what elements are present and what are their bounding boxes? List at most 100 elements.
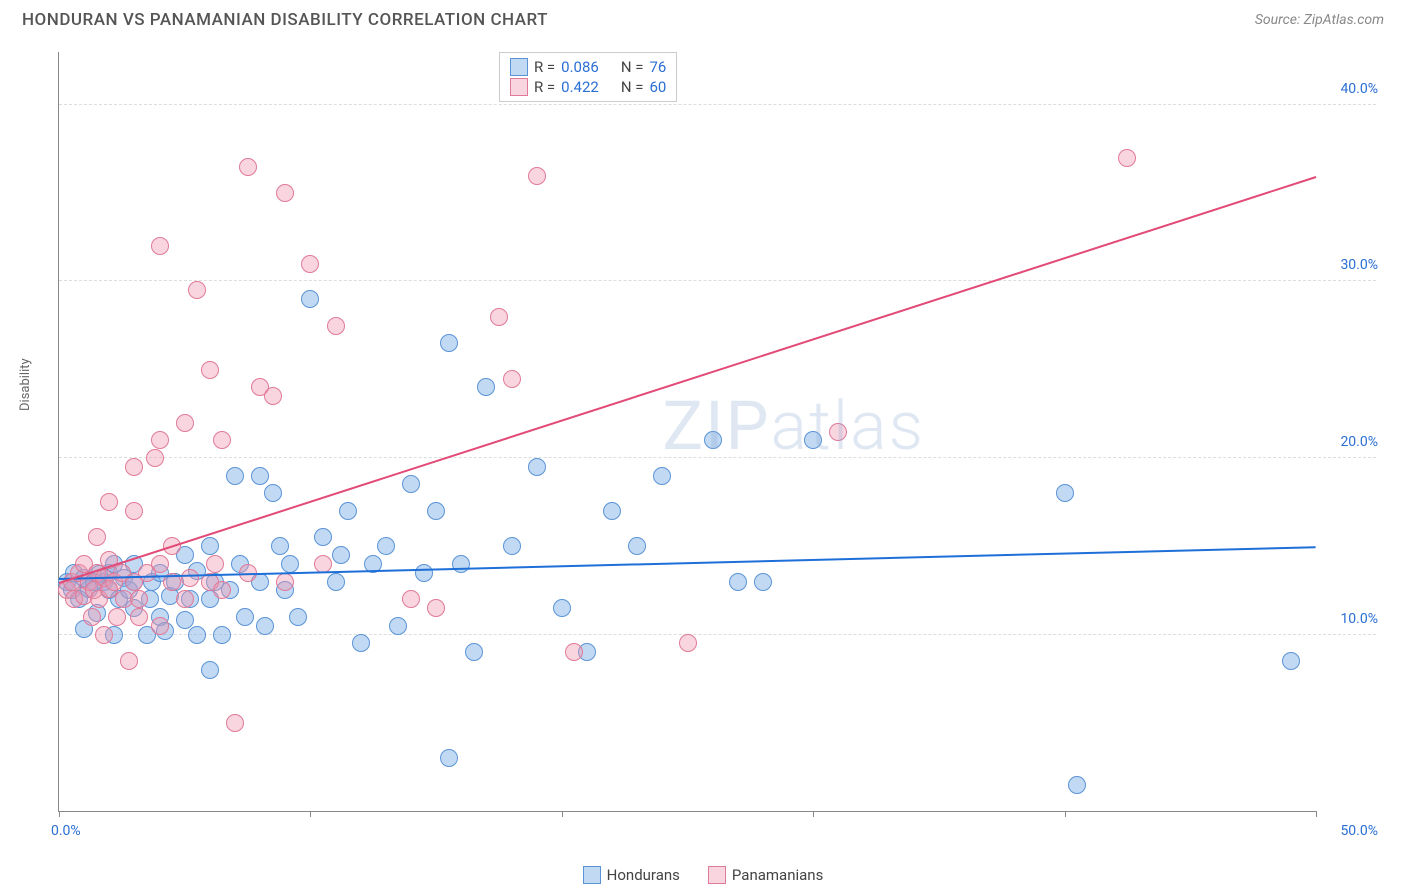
data-point [754,573,772,591]
data-point [201,661,219,679]
data-point [314,528,332,546]
data-point [251,467,269,485]
stat-n-value: 76 [649,58,666,76]
data-point [120,652,138,670]
stat-r-value: 0.086 [561,58,599,76]
gridline [59,104,1376,105]
data-point [201,537,219,555]
data-point [829,423,847,441]
data-point [729,573,747,591]
data-point [151,431,169,449]
data-point [301,255,319,273]
data-point [528,458,546,476]
stat-r-value: 0.422 [561,78,599,96]
legend-swatch [708,866,726,884]
source-attribution: Source: ZipAtlas.com [1255,12,1384,28]
x-tick [1316,811,1317,817]
data-point [281,555,299,573]
stats-legend-row: R = 0.086 N = 76 [510,57,666,77]
data-point [276,184,294,202]
plot-area: ZIPatlas R = 0.086N = 76R = 0.422N = 60 … [58,52,1316,812]
data-point [327,317,345,335]
series-legend: Hondurans Panamanians [0,866,1406,884]
data-point [276,573,294,591]
data-point [151,555,169,573]
data-point [264,484,282,502]
legend-swatch [510,58,528,76]
data-point [389,617,407,635]
data-point [427,599,445,617]
data-point [213,431,231,449]
gridline [59,457,1376,458]
stat-n-label: N = [621,78,644,96]
data-point [108,608,126,626]
data-point [88,528,106,546]
data-point [130,608,148,626]
data-point [176,414,194,432]
data-point [1118,149,1136,167]
data-point [804,431,822,449]
stat-n-label: N = [621,58,644,76]
data-point [226,714,244,732]
data-point [1056,484,1074,502]
x-tick [1065,811,1066,817]
data-point [95,626,113,644]
data-point [188,281,206,299]
data-point [226,467,244,485]
data-point [704,431,722,449]
chart-title: HONDURAN VS PANAMANIAN DISABILITY CORREL… [22,10,548,30]
stats-legend-row: R = 0.422N = 60 [510,77,666,97]
gridline [59,634,1376,635]
data-point [528,167,546,185]
data-point [679,634,697,652]
x-axis-max-label: 50.0% [1340,823,1378,839]
data-point [206,555,224,573]
series-legend-label: Panamanians [732,866,823,884]
y-tick-label: 40.0% [1340,81,1378,97]
series-legend-label: Hondurans [607,866,680,884]
data-point [264,387,282,405]
data-point [125,502,143,520]
data-point [452,555,470,573]
watermark: ZIPatlas [662,386,925,466]
data-point [130,590,148,608]
data-point [301,290,319,308]
series-legend-item: Panamanians [708,866,823,884]
stats-legend: R = 0.086 N = 76R = 0.422 N = 60 [499,52,677,102]
data-point [415,564,433,582]
data-point [236,608,254,626]
data-point [151,617,169,635]
x-tick [813,811,814,817]
data-point [239,158,257,176]
data-point [477,378,495,396]
data-point [565,643,583,661]
data-point [289,608,307,626]
data-point [327,573,345,591]
y-tick-label: 30.0% [1340,257,1378,273]
data-point [256,617,274,635]
data-point [352,634,370,652]
stat-n-value: 60 [649,78,666,96]
data-point [201,361,219,379]
data-point [503,537,521,555]
chart-container: Disability ZIPatlas R = 0.086N = 76R = 0… [22,40,1384,842]
stat-r-label: R = [534,58,555,76]
data-point [603,502,621,520]
data-point [83,608,101,626]
data-point [332,546,350,564]
data-point [1068,776,1086,794]
x-axis-min-label: 0.0% [51,823,81,839]
x-tick [310,811,311,817]
legend-swatch [583,866,601,884]
data-point [339,502,357,520]
data-point [377,537,395,555]
y-tick-label: 20.0% [1340,434,1378,450]
data-point [402,590,420,608]
data-point [100,493,118,511]
data-point [1282,652,1300,670]
legend-swatch [510,78,528,96]
data-point [125,458,143,476]
data-point [213,581,231,599]
x-tick [562,811,563,817]
data-point [427,502,445,520]
